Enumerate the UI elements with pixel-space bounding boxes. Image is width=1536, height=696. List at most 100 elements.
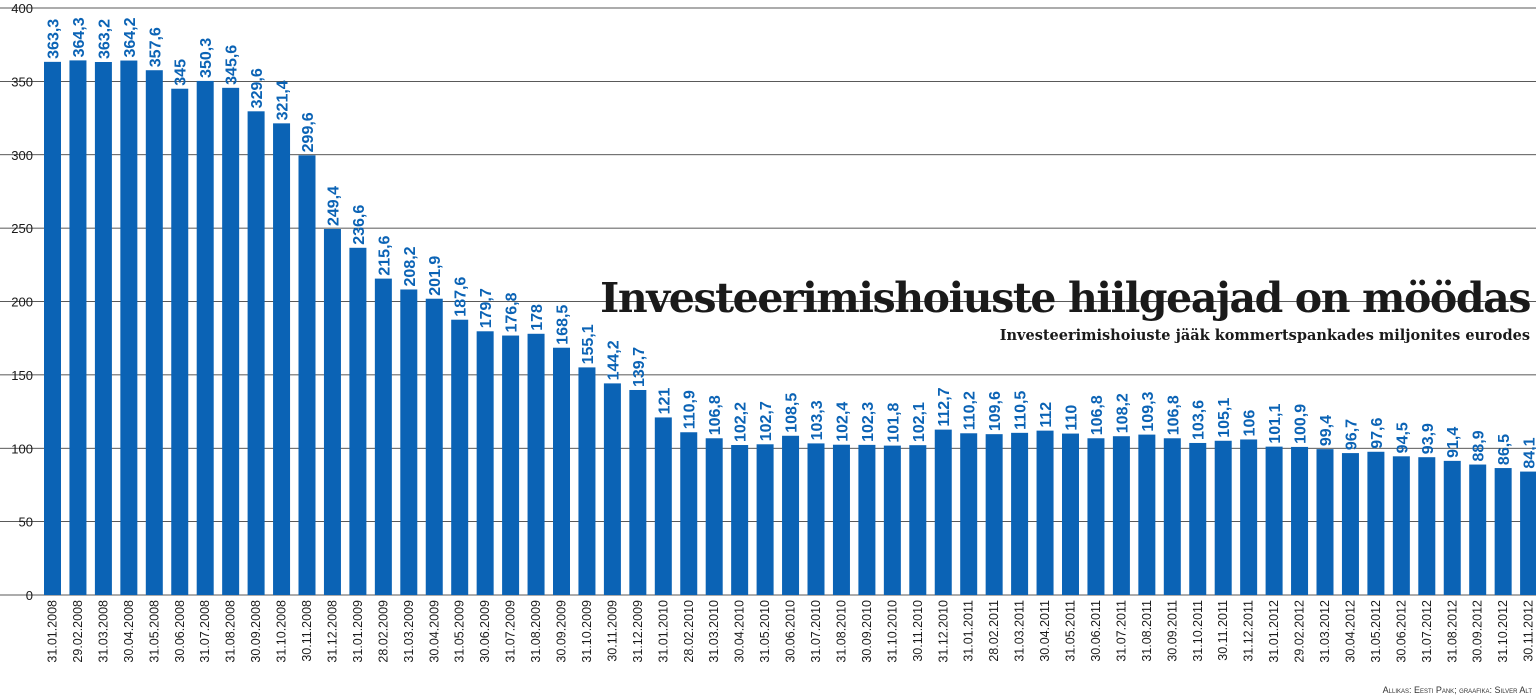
value-label: 102,4 bbox=[834, 402, 851, 442]
bar bbox=[502, 335, 520, 595]
bar bbox=[960, 433, 978, 595]
bar bbox=[1443, 460, 1461, 595]
x-tick-label: 31.08.2010 bbox=[834, 600, 848, 663]
bar bbox=[273, 123, 291, 596]
value-label: 364,2 bbox=[122, 17, 139, 57]
value-label: 101,1 bbox=[1267, 403, 1284, 443]
bar bbox=[629, 389, 647, 595]
bar bbox=[1316, 449, 1334, 595]
y-tick-label: 150 bbox=[11, 368, 33, 383]
value-label: 93,9 bbox=[1420, 423, 1437, 454]
value-label: 108,2 bbox=[1114, 393, 1131, 433]
x-tick-label: 30.11.2011 bbox=[1216, 600, 1230, 661]
x-tick-label: 31.07.2009 bbox=[504, 600, 518, 663]
y-tick-label: 50 bbox=[19, 515, 33, 530]
x-tick-label: 30.04.2012 bbox=[1343, 600, 1357, 663]
bar bbox=[1112, 436, 1130, 595]
x-tick-label: 31.05.2010 bbox=[758, 600, 772, 663]
bar bbox=[1240, 439, 1258, 595]
value-label: 109,6 bbox=[987, 391, 1004, 431]
x-tick-label: 28.02.2009 bbox=[376, 600, 390, 663]
bar bbox=[1291, 446, 1309, 595]
x-tick-label: 30.04.2011 bbox=[1038, 600, 1052, 662]
y-tick-label: 300 bbox=[11, 148, 33, 163]
x-tick-label: 31.10.2010 bbox=[885, 600, 899, 663]
bar bbox=[832, 444, 850, 595]
value-label: 178 bbox=[529, 304, 546, 331]
bar bbox=[680, 432, 698, 595]
y-tick-label: 400 bbox=[11, 1, 33, 16]
bar bbox=[1138, 434, 1156, 595]
source-note: Allikas: Eesti Pank; graafika: Silver Al… bbox=[1382, 685, 1532, 695]
value-label: 236,6 bbox=[351, 205, 368, 245]
value-label: 112 bbox=[1038, 402, 1055, 428]
value-label: 103,6 bbox=[1191, 400, 1208, 440]
bar bbox=[476, 331, 494, 595]
value-label: 201,9 bbox=[427, 256, 444, 296]
value-label: 139,7 bbox=[631, 347, 648, 387]
x-tick-label: 31.10.2012 bbox=[1496, 600, 1510, 663]
chart-title: Investeerimishoiuste hiilgeajad on mööda… bbox=[600, 274, 1531, 322]
title-block: Investeerimishoiuste hiilgeajad on mööda… bbox=[600, 272, 1531, 344]
value-label: 208,2 bbox=[402, 246, 419, 286]
x-tick-label: 30.09.2010 bbox=[860, 600, 874, 663]
value-label: 110,9 bbox=[682, 390, 699, 429]
x-tick-label: 31.12.2009 bbox=[631, 600, 645, 663]
x-tick-label: 30.09.2011 bbox=[1165, 600, 1179, 662]
x-tick-label: 31.10.2008 bbox=[275, 600, 289, 663]
x-tick-label: 31.01.2010 bbox=[656, 600, 670, 663]
bar bbox=[171, 88, 189, 596]
bar bbox=[782, 435, 800, 595]
value-label: 363,3 bbox=[46, 19, 63, 59]
bar bbox=[527, 333, 545, 595]
bar bbox=[451, 319, 469, 595]
bar bbox=[120, 60, 138, 595]
x-tick-label: 30.11.2012 bbox=[1522, 600, 1536, 662]
bar bbox=[654, 417, 672, 595]
value-label: 110 bbox=[1064, 405, 1081, 431]
x-tick-label: 31.08.2008 bbox=[224, 600, 238, 663]
value-label: 299,6 bbox=[300, 112, 317, 152]
bar bbox=[553, 347, 570, 595]
bar bbox=[756, 444, 774, 595]
x-tick-label: 31.01.2009 bbox=[351, 600, 365, 663]
value-label: 364,3 bbox=[71, 17, 88, 57]
bar bbox=[1189, 442, 1207, 595]
x-tick-label: 31.01.2008 bbox=[46, 600, 60, 663]
bar bbox=[69, 60, 87, 595]
bar bbox=[1265, 446, 1283, 595]
value-label: 106 bbox=[1242, 410, 1259, 437]
bar bbox=[94, 62, 112, 595]
bar bbox=[323, 229, 341, 595]
value-label: 86,5 bbox=[1496, 434, 1513, 465]
bar bbox=[909, 445, 927, 595]
value-label: 112,7 bbox=[936, 387, 953, 426]
value-label: 109,3 bbox=[1140, 391, 1157, 431]
x-tick-label: 30.11.2009 bbox=[605, 600, 619, 662]
value-label: 91,4 bbox=[1445, 427, 1462, 458]
value-label: 84,1 bbox=[1522, 437, 1536, 468]
y-tick-label: 0 bbox=[26, 588, 33, 603]
x-tick-label: 31.03.2012 bbox=[1318, 600, 1332, 663]
value-label: 106,8 bbox=[1165, 395, 1182, 435]
x-tick-label: 31.07.2012 bbox=[1420, 600, 1434, 663]
value-label: 100,9 bbox=[1293, 404, 1310, 444]
bar bbox=[731, 445, 749, 595]
x-tick-label: 30.04.2010 bbox=[733, 600, 747, 663]
value-label: 97,6 bbox=[1369, 418, 1386, 449]
x-tick-label: 31.01.2011 bbox=[962, 600, 976, 662]
x-tick-label: 30.06.2009 bbox=[478, 600, 492, 663]
bar bbox=[425, 298, 443, 595]
bar bbox=[1367, 451, 1385, 595]
value-label: 168,5 bbox=[555, 305, 572, 345]
bar bbox=[578, 367, 596, 595]
bar bbox=[247, 111, 265, 595]
value-label: 106,8 bbox=[1089, 395, 1106, 435]
value-label: 99,4 bbox=[1318, 415, 1335, 446]
value-label: 108,5 bbox=[784, 393, 801, 433]
bar bbox=[1520, 471, 1536, 595]
y-tick-label: 200 bbox=[11, 295, 33, 310]
bar bbox=[145, 70, 163, 596]
bar bbox=[374, 278, 392, 595]
x-tick-label: 29.02.2012 bbox=[1293, 600, 1307, 663]
